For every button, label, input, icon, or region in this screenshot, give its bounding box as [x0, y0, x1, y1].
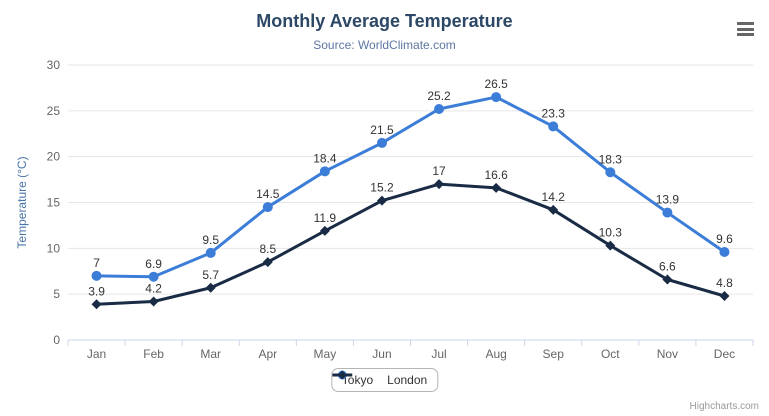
london-data-point-marker[interactable]: [491, 182, 502, 193]
tokyo-data-point-label: 18.4: [313, 151, 337, 165]
y-axis-label: 5: [53, 287, 60, 301]
tokyo-data-point-marker[interactable]: [491, 92, 502, 103]
tokyo-data-point-label: 26.5: [484, 77, 508, 91]
tokyo-data-point-marker[interactable]: [262, 202, 273, 213]
x-axis-label: Jan: [87, 347, 106, 361]
x-axis-label: Jul: [431, 347, 446, 361]
x-axis-label: Aug: [485, 347, 506, 361]
y-axis-title: Temperature (°C): [15, 156, 29, 248]
london-data-point-marker[interactable]: [434, 179, 445, 190]
tokyo-data-point-marker[interactable]: [205, 247, 216, 258]
legend-label-london: London: [387, 373, 428, 387]
tokyo-data-point-label: 7: [93, 256, 100, 270]
london-data-point-label: 4.2: [145, 282, 162, 296]
london-data-point-marker[interactable]: [719, 291, 730, 301]
london-legend-marker-icon: [331, 370, 352, 380]
tokyo-data-point-label: 13.9: [656, 193, 680, 207]
tokyo-data-point-marker[interactable]: [91, 270, 102, 281]
tokyo-data-point-label: 23.3: [542, 106, 566, 120]
london-data-point-marker[interactable]: [662, 274, 673, 285]
tokyo-data-point-marker[interactable]: [319, 166, 330, 177]
chart-subtitle: Source: WorldClimate.com: [313, 38, 456, 52]
tokyo-data-point-marker[interactable]: [434, 104, 445, 114]
tokyo-data-point-marker[interactable]: [148, 271, 159, 282]
x-axis-label: Oct: [601, 347, 620, 361]
legend-item-london[interactable]: London: [331, 370, 428, 387]
x-axis-label: Sep: [543, 347, 565, 361]
london-data-point-label: 4.8: [716, 276, 733, 290]
london-data-point-marker[interactable]: [262, 257, 273, 268]
london-data-point-marker[interactable]: [548, 204, 559, 215]
tokyo-data-point-label: 18.3: [599, 152, 623, 166]
x-axis-label: May: [314, 347, 337, 361]
tokyo-data-point-label: 25.2: [427, 89, 451, 103]
y-axis-label: 20: [47, 150, 61, 164]
chart-title: Monthly Average Temperature: [256, 11, 513, 31]
london-data-point-marker[interactable]: [605, 240, 616, 251]
tokyo-data-point-marker[interactable]: [719, 247, 730, 257]
tokyo-series-line: [95, 95, 726, 279]
tokyo-data-point-label: 9.6: [716, 232, 733, 246]
london-data-point-marker[interactable]: [376, 195, 387, 206]
london-data-point-label: 8.5: [259, 242, 276, 256]
tokyo-data-point-marker[interactable]: [662, 207, 673, 218]
tokyo-data-point-label: 9.5: [202, 233, 219, 247]
x-axis-label: Apr: [258, 347, 277, 361]
tokyo-data-point-marker[interactable]: [548, 121, 559, 132]
x-axis-label: Mar: [200, 347, 221, 361]
y-axis-label: 30: [47, 58, 61, 72]
y-axis-label: 25: [47, 104, 61, 118]
london-data-point-label: 16.6: [484, 168, 508, 182]
y-axis-label: 0: [53, 333, 60, 347]
tokyo-data-point-marker[interactable]: [605, 167, 616, 178]
london-data-point-label: 11.9: [314, 211, 337, 225]
london-data-point-label: 17: [432, 164, 446, 178]
london-data-point-marker[interactable]: [91, 299, 102, 310]
y-axis-label: 10: [47, 241, 61, 255]
x-axis-label: Jun: [372, 347, 391, 361]
tokyo-data-point-label: 6.9: [145, 257, 162, 271]
x-axis-label: Nov: [657, 347, 678, 361]
london-data-point-marker[interactable]: [148, 296, 159, 307]
x-axis-label: Dec: [714, 347, 735, 361]
tokyo-data-point-marker[interactable]: [376, 137, 387, 148]
london-series-line: [95, 182, 726, 306]
london-data-point-label: 5.7: [202, 268, 219, 282]
london-data-point-label: 15.2: [370, 181, 394, 195]
london-data-point-label: 14.2: [542, 190, 566, 204]
london-data-point-label: 3.9: [88, 284, 105, 298]
london-data-point-label: 10.3: [599, 226, 623, 240]
legend: Tokyo London: [330, 368, 439, 392]
london-data-point-marker[interactable]: [319, 225, 330, 236]
credits-link[interactable]: Highcharts.com: [689, 401, 759, 412]
tokyo-data-point-label: 21.5: [370, 123, 394, 137]
tokyo-data-point-label: 14.5: [256, 187, 280, 201]
london-data-point-marker[interactable]: [205, 282, 216, 293]
london-data-point-label: 6.6: [659, 260, 676, 274]
hamburger-menu-icon[interactable]: [737, 22, 754, 36]
x-axis-label: Feb: [143, 347, 164, 361]
y-axis-label: 15: [47, 196, 61, 210]
